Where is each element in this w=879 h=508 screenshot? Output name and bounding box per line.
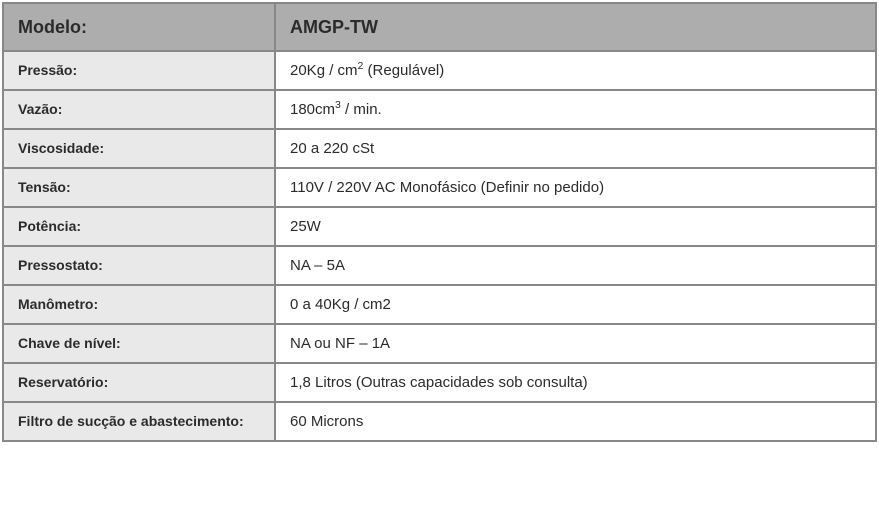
row-value: NA – 5A: [276, 247, 875, 284]
row-value: 180cm3 / min.: [276, 91, 875, 128]
table-row: Potência:25W: [4, 208, 875, 245]
row-label: Potência:: [4, 208, 274, 245]
table-row: Filtro de sucção e abastecimento:60 Micr…: [4, 403, 875, 440]
table-body: Pressão:20Kg / cm2 (Regulável)Vazão:180c…: [4, 52, 875, 440]
row-value-text: 180cm: [290, 101, 335, 118]
row-label: Pressostato:: [4, 247, 274, 284]
table-row: Vazão:180cm3 / min.: [4, 91, 875, 128]
row-value: 25W: [276, 208, 875, 245]
row-value-suffix: / min.: [341, 101, 382, 118]
row-value: 20Kg / cm2 (Regulável): [276, 52, 875, 89]
row-value-suffix: (Regulável): [363, 62, 444, 79]
table-row: Chave de nível:NA ou NF – 1A: [4, 325, 875, 362]
row-label: Pressão:: [4, 52, 274, 89]
table-row: Viscosidade:20 a 220 cSt: [4, 130, 875, 167]
row-value-text: 20Kg / cm: [290, 62, 358, 79]
table-row: Pressão:20Kg / cm2 (Regulável): [4, 52, 875, 89]
row-value: 0 a 40Kg / cm2: [276, 286, 875, 323]
row-label: Manômetro:: [4, 286, 274, 323]
table-row: Pressostato:NA – 5A: [4, 247, 875, 284]
row-value: NA ou NF – 1A: [276, 325, 875, 362]
row-value: 110V / 220V AC Monofásico (Definir no pe…: [276, 169, 875, 206]
row-value: 1,8 Litros (Outras capacidades sob consu…: [276, 364, 875, 401]
header-label: Modelo:: [4, 4, 274, 50]
spec-table: Modelo: AMGP-TW Pressão:20Kg / cm2 (Regu…: [2, 2, 877, 442]
row-label: Tensão:: [4, 169, 274, 206]
row-label: Viscosidade:: [4, 130, 274, 167]
header-value: AMGP-TW: [276, 4, 875, 50]
row-label: Chave de nível:: [4, 325, 274, 362]
table-row: Manômetro:0 a 40Kg / cm2: [4, 286, 875, 323]
row-value: 20 a 220 cSt: [276, 130, 875, 167]
table-row: Tensão:110V / 220V AC Monofásico (Defini…: [4, 169, 875, 206]
table-row: Reservatório:1,8 Litros (Outras capacida…: [4, 364, 875, 401]
table-header-row: Modelo: AMGP-TW: [4, 4, 875, 50]
row-label: Reservatório:: [4, 364, 274, 401]
row-label: Vazão:: [4, 91, 274, 128]
row-value: 60 Microns: [276, 403, 875, 440]
row-label: Filtro de sucção e abastecimento:: [4, 403, 274, 440]
